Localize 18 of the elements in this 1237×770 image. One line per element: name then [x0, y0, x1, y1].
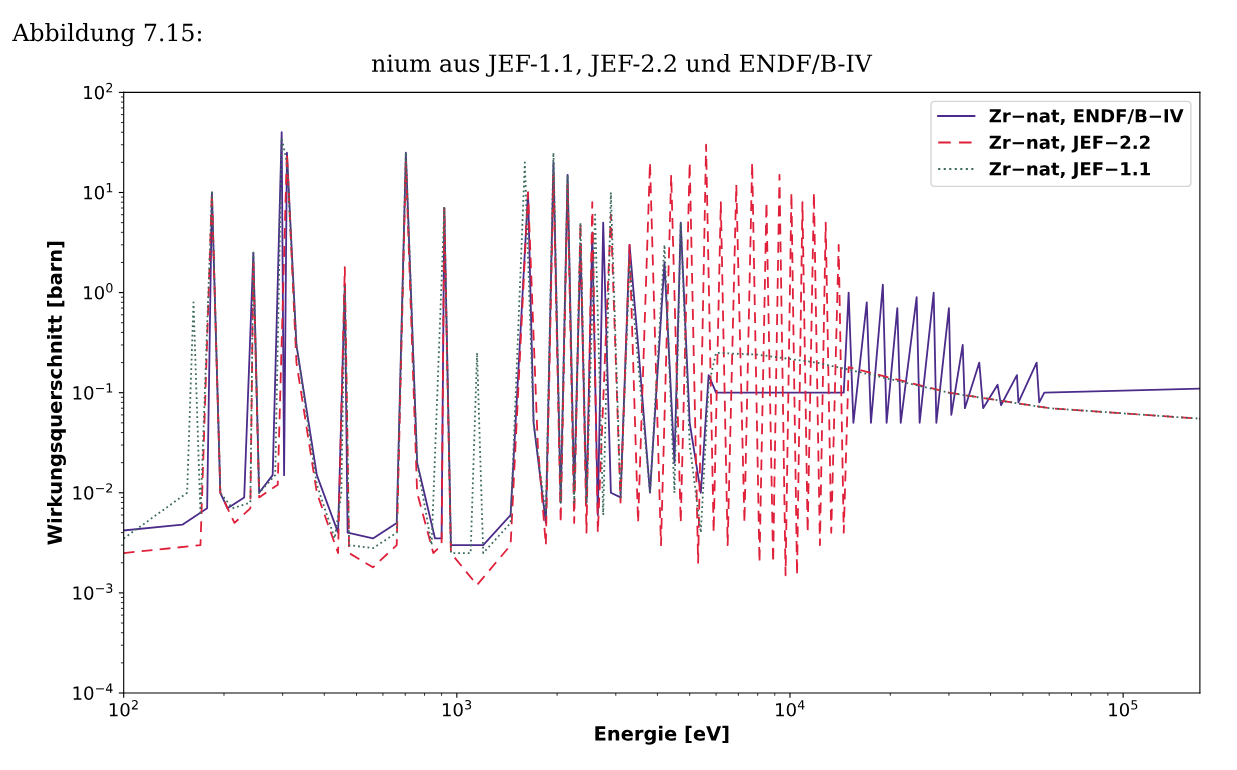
text: Abbildung 7.15:	[12, 23, 201, 47]
text: nium aus JEF-1.1, JEF-2.2 und ENDF/B-IV	[371, 53, 873, 77]
x-axis-title: Energie [eV]	[595, 725, 729, 745]
y-tick-label: 10$^{2}$	[84, 82, 113, 100]
y-tick-label: 10$^{−3}$	[73, 583, 113, 600]
y-axis-title: Wirkungsquerschnitt [barn]	[47, 241, 66, 545]
x-tick-label: 10$^{3}$	[442, 700, 472, 717]
y-tick-label: 10$^{−2}$	[73, 483, 113, 500]
x-tick-label: 10$^{2}$	[109, 700, 138, 717]
legend-label: Zr−nat, ENDF/B−IV	[989, 109, 1184, 125]
y-tick-label: 10$^{0}$	[84, 283, 113, 300]
x-tick-label: 10$^{4}$	[776, 700, 805, 717]
y-tick-label: 10$^{1}$	[84, 183, 113, 200]
legend-label: Zr−nat, JEF−1.1	[989, 162, 1150, 179]
legend-label: Zr−nat, JEF−2.2	[989, 135, 1150, 153]
y-tick-label: 10$^{−1}$	[73, 383, 113, 400]
x-tick-label: 10$^{5}$	[1109, 700, 1138, 717]
y-tick-label: 10$^{−4}$	[73, 683, 113, 700]
